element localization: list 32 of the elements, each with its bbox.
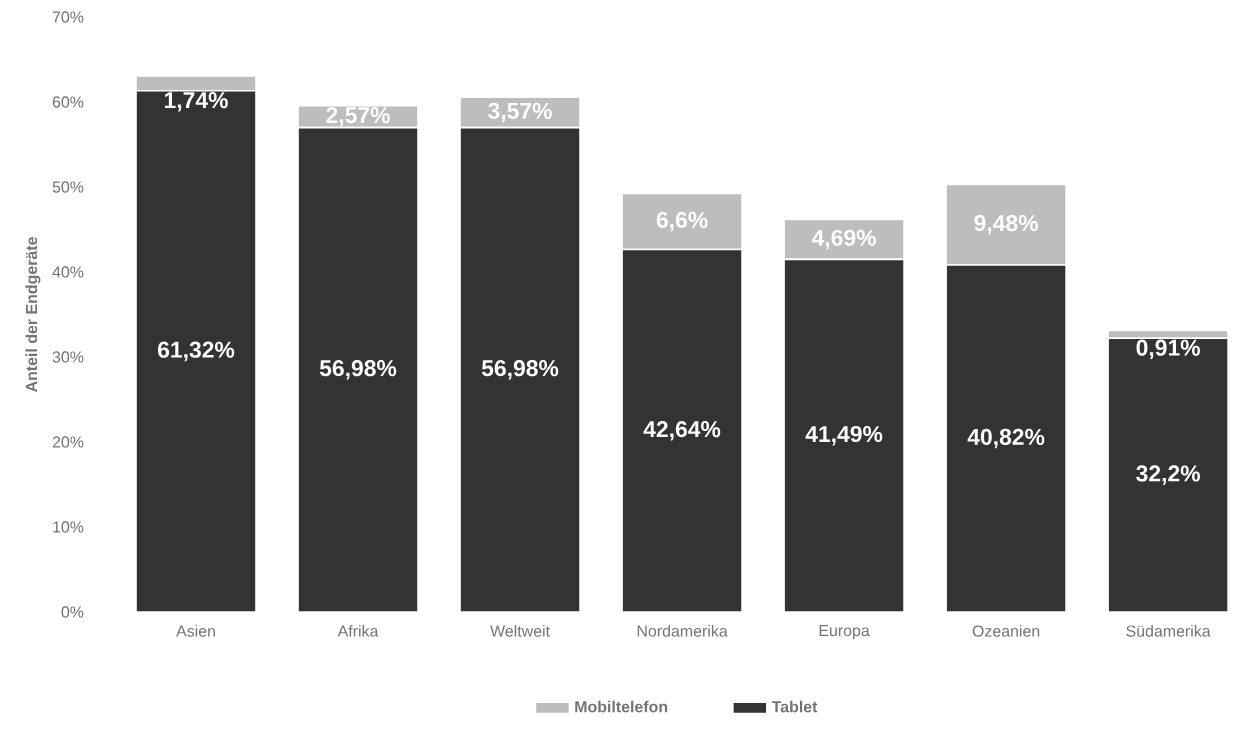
data-label: 61,32% — [158, 341, 235, 362]
y-tick-label: 0% — [61, 606, 84, 618]
data-label: 42,64% — [643, 421, 721, 441]
x-tick-label: Ozeanien — [972, 625, 1040, 637]
data-label: 0,91% — [1136, 339, 1200, 360]
x-tick-label: Europa — [819, 625, 870, 640]
data-label: 56,98% — [481, 360, 559, 380]
data-label: 4,69% — [811, 229, 876, 250]
data-label: 41,49% — [805, 425, 883, 446]
data-label: 9,48% — [974, 214, 1038, 235]
legend-label: Mobiltelefon — [575, 700, 668, 713]
data-label: 40,82% — [967, 428, 1045, 449]
y-tick-label: 10% — [53, 521, 84, 533]
y-tick-label: 20% — [52, 436, 84, 448]
x-tick-label: Weltweit — [490, 625, 550, 637]
data-label: 3,57% — [488, 102, 552, 123]
x-tick-label: Südamerika — [1126, 625, 1211, 637]
y-tick-label: 70% — [52, 11, 84, 23]
x-tick-label: Asien — [176, 625, 215, 637]
y-tick-label: 30% — [52, 351, 84, 363]
x-tick-label: Nordamerika — [637, 625, 728, 637]
data-label: 32,2% — [1136, 465, 1200, 485]
data-label: 56,98% — [319, 360, 397, 380]
data-label: 6,6% — [656, 211, 708, 232]
y-tick-label: 40% — [52, 266, 84, 278]
y-axis-title: Anteil der Endgeräte — [25, 237, 41, 393]
data-label: 2,57% — [326, 106, 390, 127]
y-tick-label: 60% — [52, 96, 84, 108]
data-label: 1,74% — [164, 92, 228, 112]
legend-label: Tablet — [771, 700, 818, 713]
y-tick-label: 50% — [52, 181, 84, 193]
x-tick-label: Afrika — [337, 625, 379, 637]
